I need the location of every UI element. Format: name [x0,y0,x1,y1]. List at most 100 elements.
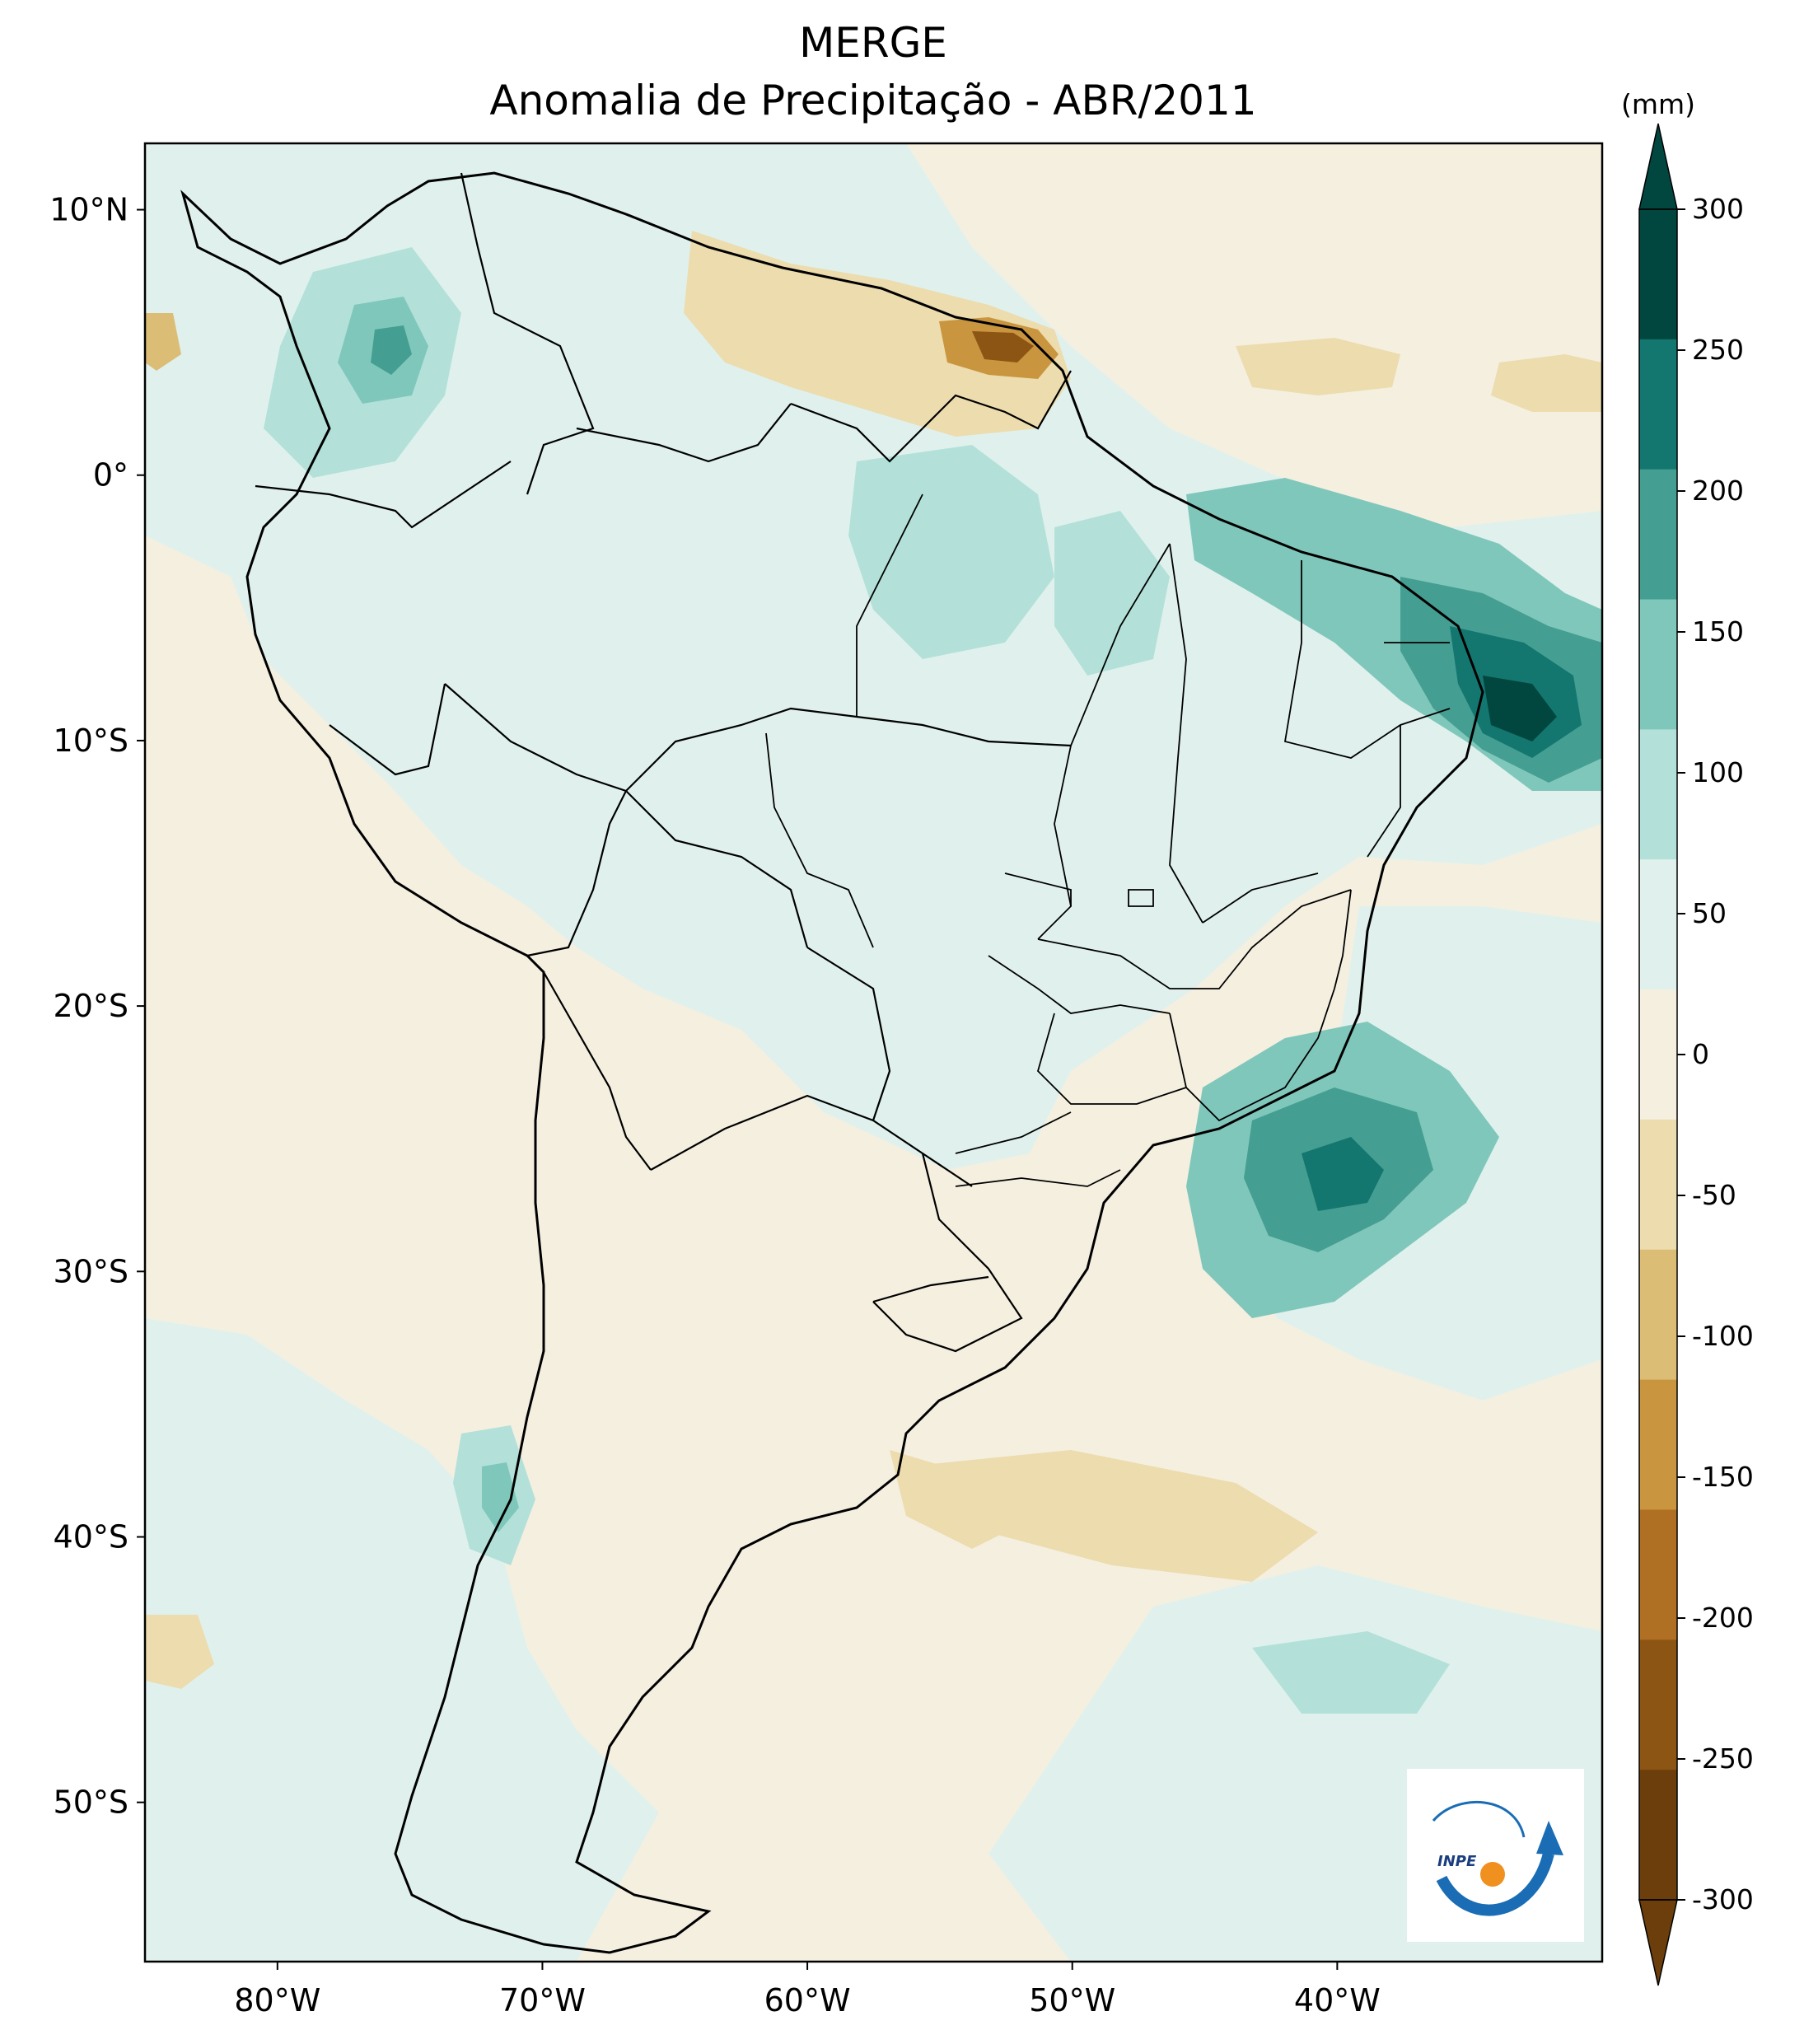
anomaly-negative-guiana-center [972,331,1034,362]
anomaly-field [145,143,1602,1962]
colorbar-segment [1639,209,1677,340]
colorbar-segment [1639,599,1677,730]
state-border [1070,543,1171,746]
colorbar-extend-max [1638,123,1678,210]
state-border [1037,745,1072,940]
lon-tick-label: 50°W [1029,1982,1115,2018]
border-line [806,947,891,1121]
anomaly-positive-south [1252,1631,1450,1714]
anomaly-negative-guiana [684,231,1071,437]
anomaly-positive-colombia-center [371,325,412,375]
anomaly-negative-south-atlantic [906,1450,1318,1582]
state-border [1334,889,1352,989]
state-border [955,1169,1121,1187]
state-border [1036,1013,1187,1105]
state-border [1037,889,1352,989]
lon-tick-label: 60°W [764,1982,851,2018]
state-border [1367,725,1401,858]
colorbar-segment [1639,339,1677,470]
logo-background [1407,1769,1584,1942]
state-border [765,732,874,948]
colorbar-label: -200 [1692,1602,1754,1634]
colorbar-segment [1639,729,1677,860]
lat-tick-label: 40°S [54,1518,129,1555]
longitude-axis: 80°W 70°W 60°W 50°W 40°W [234,1962,1381,2018]
colorbar-label: 250 [1692,334,1744,366]
colorbar-segment [1639,1770,1677,1901]
border-line [444,683,1072,793]
state-border [1169,988,1335,1122]
colorbar-label: -100 [1692,1320,1754,1352]
colorbar-label: -250 [1692,1742,1754,1775]
colorbar-segment [1639,1639,1677,1770]
anomaly-negative-east2 [1491,354,1602,412]
logo-dot [1480,1862,1505,1887]
lat-tick-label: 50°S [54,1784,129,1821]
logo-arrow [1536,1821,1563,1855]
state-border [1128,889,1154,907]
anomaly-positive-chile-core [482,1462,519,1532]
border-line [872,1153,1023,1353]
latitude-axis: 10°N 0° 10°S 20°S 30°S 40°S 50°S [49,192,145,1821]
state-border [1169,543,1203,924]
lat-tick-label: 10°S [54,723,129,759]
anomaly-negative-pacific [145,1615,214,1689]
colorbar-label: -150 [1692,1461,1754,1493]
colorbar-segment [1639,1509,1677,1640]
anomaly-negative-east [1236,338,1400,395]
border-line [543,971,652,1171]
map-subtitle: Anomalia de Precipitação - ABR/2011 [489,77,1257,124]
border-line [576,403,792,463]
colorbar-label: -300 [1692,1883,1754,1915]
logo-orbit [1432,1801,1526,1838]
country-borders [255,172,1072,1353]
logo-text: INPE [1437,1853,1477,1870]
lat-tick-label: 20°S [54,988,129,1024]
logo-swoosh [1436,1852,1554,1916]
lat-tick-label: 10°N [49,192,129,228]
colorbar-label: 50 [1692,897,1727,929]
colorbar-label: 100 [1692,756,1744,788]
colorbar-label: 300 [1692,193,1744,225]
border-line [922,370,1072,430]
colorbar-unit: (mm) [1621,88,1695,120]
colorbar-label: -50 [1692,1179,1736,1211]
border-line [625,790,809,948]
border-line [460,172,595,495]
anomaly-positive-amazon [848,445,1054,659]
state-border [856,493,923,717]
anomaly-positive-se-center [1302,1137,1384,1211]
colorbar-segment [1639,1379,1677,1510]
colorbar: 300 250 200 150 100 50 0 -50 -100 -150 -200 -250 -30… [1638,123,1754,1986]
colorbar-segment [1639,1119,1677,1251]
colorbar-segment [1639,469,1677,601]
anomaly-negative-west [145,313,181,371]
state-border [988,955,1171,1014]
plot-frame [143,142,1604,1963]
lat-tick-label: 0° [93,457,129,493]
lat-tick-label: 30°S [54,1253,129,1289]
state-border [955,1111,1072,1154]
colorbar-label: 0 [1692,1038,1709,1070]
anomaly-region-north [145,143,1602,1170]
border-line [255,461,512,529]
border-line [790,402,923,463]
state-border [1283,560,1451,759]
border-line [526,790,627,957]
border-line [329,683,446,776]
lon-tick-label: 40°W [1294,1982,1381,2018]
south-america-coastline [180,171,1484,1954]
colorbar-label: 150 [1692,615,1744,648]
lon-tick-label: 80°W [234,1982,320,2018]
colorbar-label: 200 [1692,475,1744,507]
border-line [650,1094,973,1187]
colorbar-segment [1639,989,1677,1120]
colorbar-segment [1639,859,1677,990]
state-border [1004,872,1072,906]
lon-tick-label: 70°W [499,1982,586,2018]
anomaly-positive-amazon2 [1054,511,1170,676]
colorbar-extend-min [1638,1899,1678,1986]
state-borders [765,493,1451,1187]
border-line [872,1275,989,1303]
